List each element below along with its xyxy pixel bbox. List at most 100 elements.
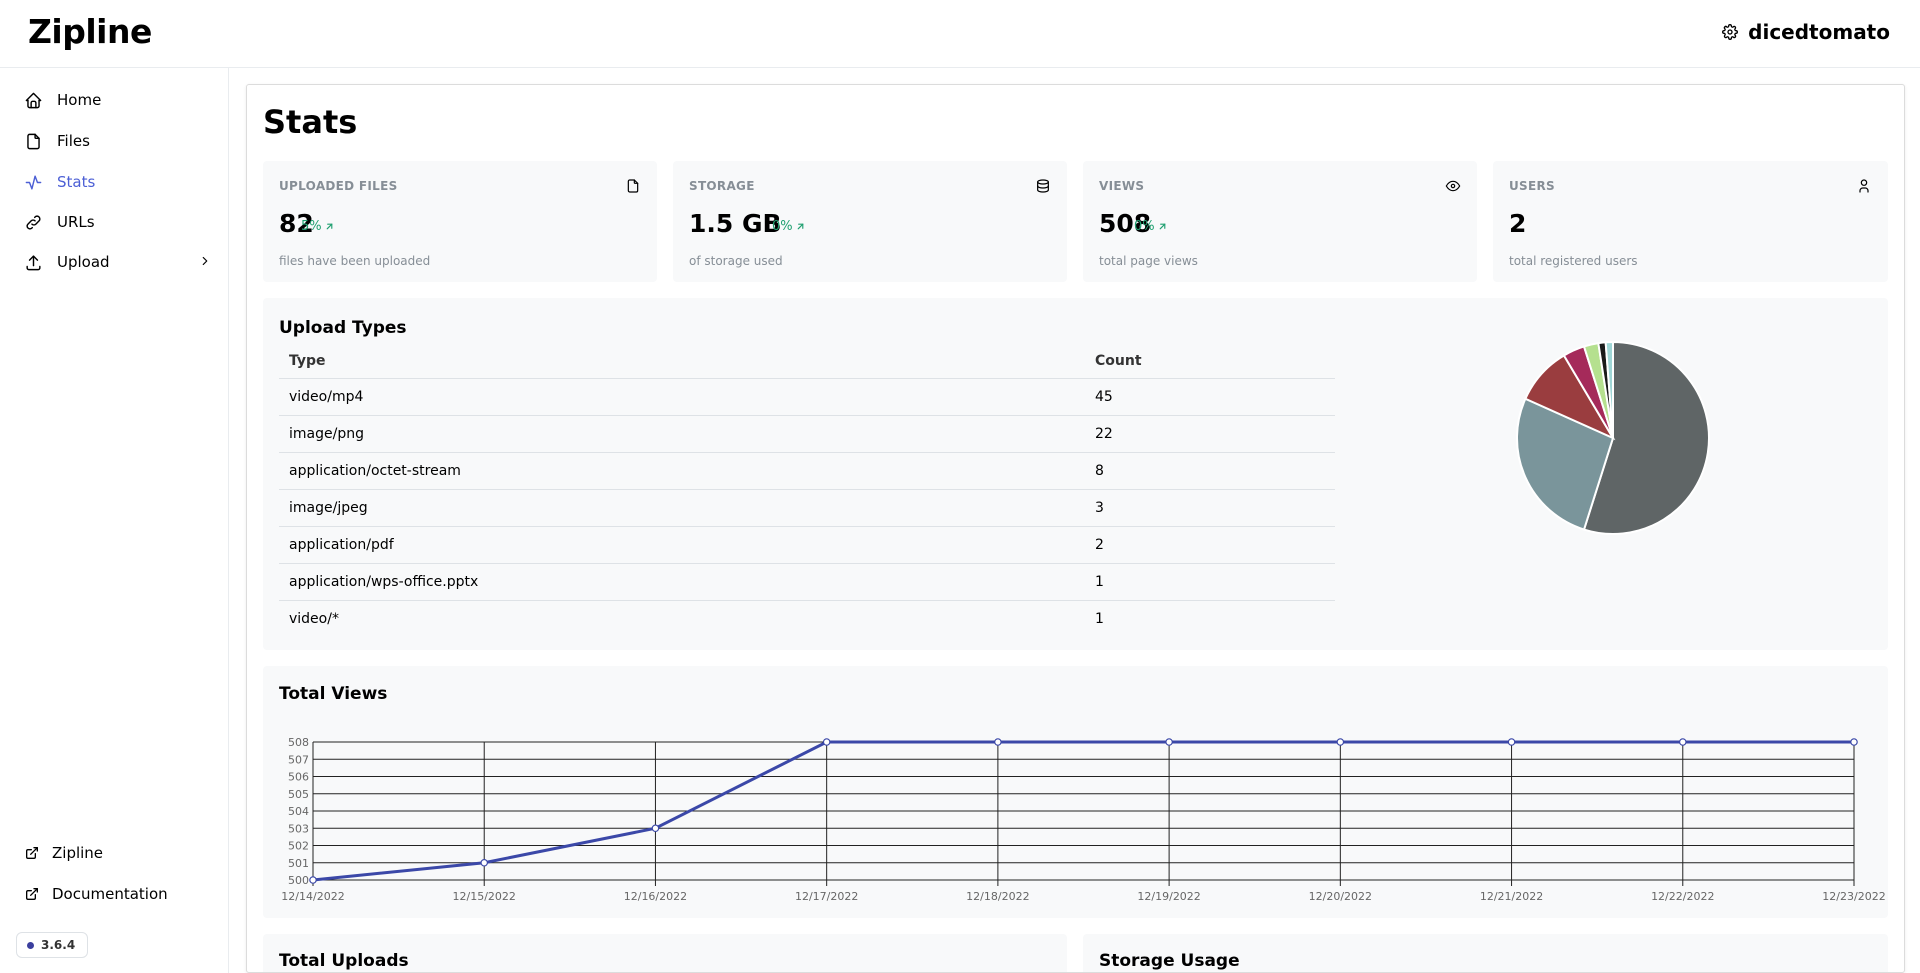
sidebar-item-label: URLs xyxy=(57,213,95,231)
version-text: 3.6.4 xyxy=(41,938,76,952)
sidebar-item-home[interactable]: Home xyxy=(12,82,220,118)
stat-card-uploaded-files: UPLOADED FILES 82 5% files have been upl… xyxy=(263,161,657,282)
stat-description: of storage used xyxy=(689,254,783,268)
table-row: image/png 22 xyxy=(279,415,1335,453)
count-cell: 3 xyxy=(1085,489,1335,527)
stat-label: UPLOADED FILES xyxy=(279,179,398,193)
arrow-up-right-icon xyxy=(797,223,803,230)
pie-slice-video-mp4[interactable] xyxy=(1582,340,1710,535)
type-cell: video/mp4 xyxy=(279,378,1085,416)
x-tick-label: 12/21/2022 xyxy=(1480,890,1543,903)
x-tick-label: 12/23/2022 xyxy=(1822,890,1885,903)
stat-label: VIEWS xyxy=(1099,179,1145,193)
x-tick-label: 12/14/2022 xyxy=(281,890,344,903)
section-title: Total Views xyxy=(279,684,388,704)
x-tick-label: 12/15/2022 xyxy=(453,890,516,903)
username: dicedtomato xyxy=(1748,20,1890,44)
stat-diff-text: 0% xyxy=(772,219,793,234)
total-views-line-chart[interactable]: 500 501 502 503 504 505 506 507 508 12/14/2022 12/… xyxy=(263,706,1888,906)
pie-slice-image-png[interactable] xyxy=(1516,397,1615,531)
x-tick-label: 12/18/2022 xyxy=(966,890,1029,903)
stat-card-views: VIEWS 508 0% total page views xyxy=(1083,161,1477,282)
stat-card-users: USERS 2 total registered users xyxy=(1493,161,1888,282)
file-icon xyxy=(627,179,639,193)
x-tick-label: 12/16/2022 xyxy=(624,890,687,903)
views-data-point[interactable] xyxy=(1850,738,1858,746)
views-data-point[interactable] xyxy=(1678,738,1687,746)
stat-diff: 0% xyxy=(1134,219,1168,234)
home-icon xyxy=(25,92,42,108)
views-data-point[interactable] xyxy=(994,738,1002,746)
user-menu-button[interactable]: dicedtomato xyxy=(1722,20,1890,44)
chevron-right-icon xyxy=(202,256,208,266)
sidebar-item-files[interactable]: Files xyxy=(12,123,220,159)
sidebar-item-upload[interactable]: Upload xyxy=(12,244,220,280)
column-header-type[interactable]: Type xyxy=(279,344,1085,379)
stat-value: 1.5 GB xyxy=(689,209,782,238)
database-icon xyxy=(1037,179,1049,193)
y-tick-label: 506 xyxy=(288,771,309,784)
stat-diff: 5% xyxy=(301,219,335,234)
sidebar-item-stats[interactable]: Stats xyxy=(12,164,220,200)
sidebar-item-label: Upload xyxy=(57,253,110,271)
arrow-up-right-icon xyxy=(326,223,332,230)
views-data-point[interactable] xyxy=(822,738,831,746)
type-cell: application/octet-stream xyxy=(279,452,1085,490)
y-tick-label: 502 xyxy=(288,840,309,853)
type-cell: image/png xyxy=(279,415,1085,453)
external-link-icon xyxy=(26,847,38,859)
eye-icon xyxy=(1445,180,1461,192)
views-data-point[interactable] xyxy=(480,858,489,867)
upload-types-card: Upload Types Type Count video/mp4 45 imag… xyxy=(263,298,1888,650)
upload-types-table: Type Count video/mp4 45 image/png 22 appli… xyxy=(279,344,1335,637)
section-title: Storage Usage xyxy=(1099,951,1240,971)
stat-card-storage: STORAGE 1.5 GB 0% of storage used xyxy=(673,161,1067,282)
stat-diff-text: 0% xyxy=(1134,219,1155,234)
sidebar-item-label: Home xyxy=(57,91,102,109)
main-content: Stats UPLOADED FILES 82 5% files have be… xyxy=(246,84,1905,973)
sidebar-item-label: Files xyxy=(57,132,90,150)
upload-types-pie-chart[interactable] xyxy=(1503,328,1723,548)
sidebar-link-zipline[interactable]: Zipline xyxy=(12,836,220,870)
pie-slice-video-[interactable] xyxy=(1604,340,1614,439)
x-tick-label: 12/20/2022 xyxy=(1309,890,1372,903)
count-cell: 8 xyxy=(1085,452,1335,490)
app-title[interactable]: Zipline xyxy=(28,12,152,51)
views-data-point[interactable] xyxy=(1336,738,1345,746)
views-data-point[interactable] xyxy=(1165,738,1173,746)
count-cell: 1 xyxy=(1095,610,1104,627)
stat-value: 508 xyxy=(1099,209,1152,238)
x-tick-label: 12/19/2022 xyxy=(1137,890,1200,903)
sidebar-item-label: Stats xyxy=(57,173,96,191)
x-tick-label: 12/22/2022 xyxy=(1651,890,1714,903)
table-row: application/octet-stream 8 xyxy=(279,452,1335,490)
count-cell: 22 xyxy=(1085,415,1335,453)
page-title: Stats xyxy=(263,103,358,141)
file-icon xyxy=(27,133,40,149)
stat-diff: 0% xyxy=(772,219,806,234)
upload-icon xyxy=(26,254,41,270)
views-series-line xyxy=(312,740,1854,882)
column-header-count[interactable]: Count xyxy=(1085,344,1335,379)
table-header-row: Type Count xyxy=(279,344,1335,379)
stat-description: total page views xyxy=(1099,254,1198,268)
views-data-point[interactable] xyxy=(651,824,660,833)
views-data-point[interactable] xyxy=(1507,738,1516,746)
views-data-point[interactable] xyxy=(309,876,317,884)
table-row: image/jpeg 3 xyxy=(279,489,1335,527)
count-cell: 2 xyxy=(1085,526,1335,564)
version-badge: 3.6.4 xyxy=(16,932,89,958)
sidebar-link-documentation[interactable]: Documentation xyxy=(12,877,220,911)
y-tick-label: 507 xyxy=(288,753,309,766)
sidebar-item-urls[interactable]: URLs xyxy=(12,204,220,240)
count-cell: 1 xyxy=(1085,563,1335,601)
type-cell: video/* xyxy=(289,610,339,627)
table-row: application/wps-office.pptx 1 xyxy=(279,563,1335,601)
table-row: video/mp4 45 xyxy=(279,378,1335,416)
sidebar-link-label: Documentation xyxy=(52,885,168,903)
stat-description: total registered users xyxy=(1509,254,1638,268)
external-link-icon xyxy=(26,888,38,900)
stat-value: 82 xyxy=(279,209,314,238)
y-tick-label: 500 xyxy=(288,874,309,887)
sidebar-link-label: Zipline xyxy=(52,844,104,862)
